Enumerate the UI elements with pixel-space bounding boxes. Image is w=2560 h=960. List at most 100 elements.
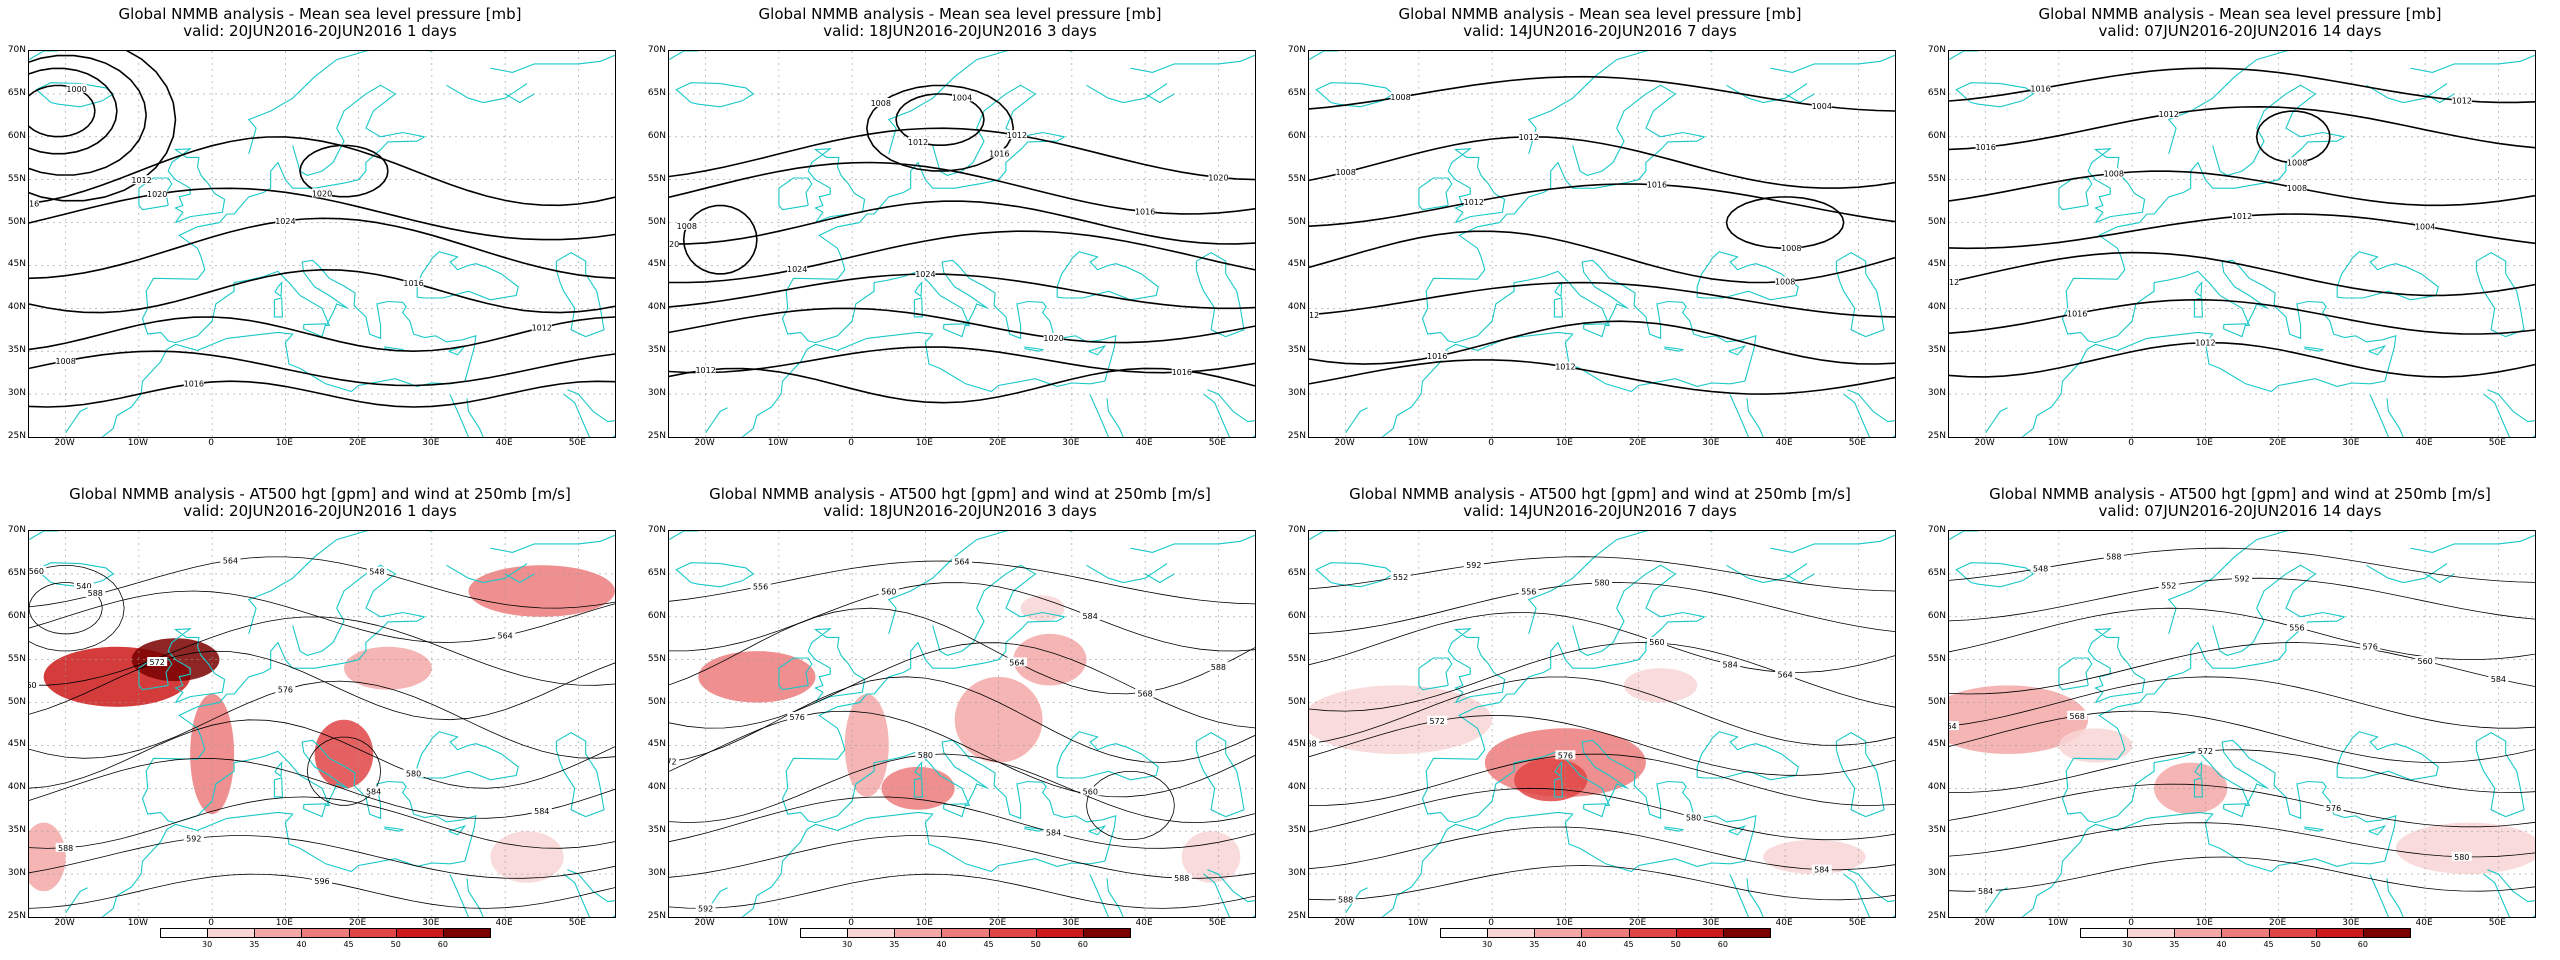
isoline (1949, 676, 2535, 729)
colorbar-swatch (2174, 928, 2223, 938)
longitude-label: 10E (275, 918, 293, 928)
map-panel: Global NMMB analysis - Mean sea level pr… (0, 0, 640, 480)
contour-labels: 552 556 560 564 568 572 576 580 584 588 592 580 584 (1309, 560, 1832, 904)
longitude-label: 10E (2195, 438, 2213, 448)
map-svg: 1016 1012 1008 1004 1012 1016 1012 1008 1012 1016… (1949, 51, 2535, 437)
contour-label: 592 (2234, 574, 2249, 583)
latitude-label: 50N (1927, 696, 1946, 707)
contour-label: 1016 (1135, 208, 1155, 217)
longitude-label: 20W (1334, 438, 1355, 448)
coastline (2021, 616, 2397, 917)
coastline (449, 874, 470, 917)
coastline (466, 878, 484, 917)
panel-valid-date: valid: 14JUN2016-20JUN2016 7 days (1463, 502, 1737, 520)
coastline (1527, 51, 1712, 155)
isoline (29, 556, 615, 609)
contour-label-bg (275, 215, 296, 225)
coastline (1309, 51, 1339, 61)
longitude-label: 20E (2269, 438, 2287, 448)
latitude-label: 70N (7, 525, 26, 535)
isoline (29, 316, 615, 353)
latitude-label: 50N (1927, 216, 1946, 227)
longitude-label: 50E (1208, 918, 1226, 928)
contour-label: 580 (1594, 579, 1609, 588)
coastline (490, 534, 615, 553)
panel-title: Global NMMB analysis - AT500 hgt [gpm] a… (1989, 485, 2491, 503)
longitude-label: 20W (694, 918, 715, 928)
contour-label-bg (1592, 577, 1612, 587)
coastline (2369, 394, 2390, 437)
coastline (943, 323, 967, 338)
isoline (669, 607, 1255, 695)
contour-label: 540 (76, 582, 91, 591)
coastline (65, 407, 88, 434)
colorbar-swatch (207, 928, 256, 938)
isoline (669, 796, 1255, 849)
latitude-label: 45N (1927, 259, 1946, 270)
contour-label: 1012 (695, 366, 715, 375)
coastline (675, 562, 755, 588)
map-svg: 556 560 564 568 572 576 580 584 588 592 560 564 584 5… (669, 531, 1255, 917)
longitude-label: 30E (422, 438, 440, 448)
coastline (446, 83, 528, 104)
contour-label: 1012 (1949, 278, 1959, 287)
contour-label-bg (2103, 168, 2124, 178)
contour-label-bg (183, 833, 204, 843)
isoline (669, 273, 1255, 310)
contour-label: 576 (790, 713, 805, 722)
coastline (1664, 826, 1685, 832)
contour-label-bg (870, 97, 891, 107)
longitude-label: 30E (422, 918, 440, 928)
isoline (29, 67, 118, 155)
coastline (2193, 777, 2203, 798)
coastline (1553, 777, 1563, 798)
coastline (932, 564, 1065, 656)
contour-label: 580 (1686, 813, 1701, 822)
latitude-label: 35N (1287, 825, 1306, 836)
latitude-label: 30N (7, 868, 26, 879)
latitude-label: 30N (1927, 868, 1946, 879)
isoline (299, 144, 389, 198)
panel-valid-date: valid: 18JUN2016-20JUN2016 3 days (823, 22, 1097, 40)
contour-label-bg (363, 786, 384, 796)
coastline (65, 887, 88, 914)
coastline (247, 51, 432, 155)
contour-label: 1016 (403, 279, 423, 288)
coastline (2167, 531, 2352, 635)
coastline (167, 148, 226, 224)
contour-label: 1008 (1390, 93, 1410, 102)
latitude-label: 40N (1927, 302, 1946, 313)
colorbar-label: 40 (936, 940, 947, 949)
coastline (504, 573, 535, 584)
contour-label-bg (1390, 91, 1411, 101)
panel-valid-date: valid: 20JUN2016-20JUN2016 1 days (183, 502, 457, 520)
contour-label: 564 (1777, 671, 1792, 680)
contour-label: 1008 (2287, 184, 2307, 193)
latitude-label: 65N (1927, 567, 1946, 578)
coastlines (29, 531, 615, 917)
contour-label-bg (1043, 827, 1064, 837)
longitude-label: 0 (208, 918, 214, 928)
colorbar-label: 60 (1077, 940, 1088, 949)
coastline (167, 628, 226, 704)
longitude-label: 20E (989, 918, 1007, 928)
colorbar-label: 50 (1670, 940, 1681, 949)
longitude-label: 10W (127, 438, 149, 448)
coastline (913, 297, 923, 318)
wind-speed-region (343, 646, 432, 690)
isoline (1949, 783, 2535, 828)
contour-label-bg (220, 555, 241, 565)
contour-label: 1004 (2415, 222, 2435, 231)
colorbar-label: 35 (2169, 940, 2180, 949)
isoline (669, 710, 1255, 798)
latitude-label: 35N (7, 345, 26, 356)
contour-label: 588 (1338, 895, 1353, 904)
isoline (669, 753, 1255, 824)
wind-speed-region (1309, 685, 1493, 755)
map-plot-area: 552 556 560 564 568 572 576 580 584 588 592 580 584 (1308, 530, 1896, 918)
contour-label-bg (1335, 894, 1356, 904)
coastline (2483, 393, 2535, 437)
latitude-label: 30N (1287, 388, 1306, 399)
contour-label-bg (1720, 659, 1741, 669)
latitude-label: 25N (1287, 431, 1306, 441)
